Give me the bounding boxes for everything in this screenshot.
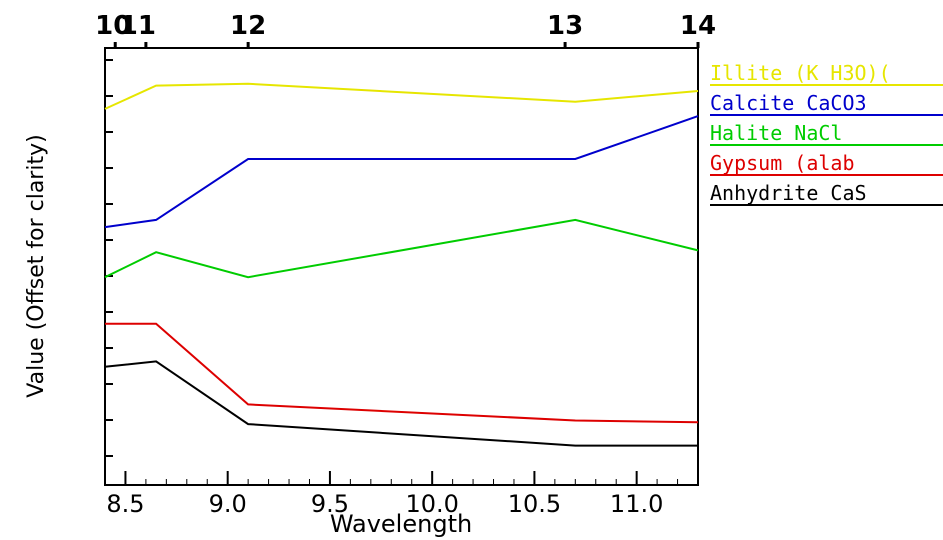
x-tick-label: 8.5 (106, 490, 144, 518)
x-axis-label: Wavelength (330, 510, 472, 538)
top-tick-label: 12 (230, 11, 266, 41)
y-axis-label: Value (Offset for clarity) (24, 134, 49, 397)
legend-entry-label: Calcite CaCO3 (710, 91, 867, 115)
legend-entry-label: Anhydrite CaS (710, 181, 867, 205)
series-line (105, 322, 699, 424)
series-line (104, 218, 699, 279)
top-tick-label: 10 (95, 11, 131, 41)
top-tick-label: 11 (120, 11, 156, 41)
x-tick-label: 9.0 (209, 490, 247, 518)
series-lines (104, 82, 699, 447)
series-line (104, 115, 699, 229)
y-axis-ticks (105, 59, 113, 457)
x-axis: 8.5 9.0 9.5 10.0 10.5 11.0 (106, 471, 679, 518)
x-tick-label: 10.5 (508, 490, 561, 518)
top-tick-label: 14 (680, 11, 716, 41)
x-tick-label: 11.0 (610, 490, 663, 518)
series-line (104, 360, 698, 447)
legend: Illite (K H3O)( Calcite CaCO3 Halite NaCl G… (710, 61, 943, 206)
x-tick-label: 10.0 (405, 490, 458, 518)
legend-entry-label: Illite (K H3O)( (710, 61, 891, 85)
series-line (104, 82, 699, 110)
x-tick-label: 9.5 (311, 490, 349, 518)
plot-frame (104, 47, 699, 486)
top-tick-label: 13 (547, 11, 583, 41)
legend-entry-label: Gypsum (alab (710, 151, 855, 175)
legend-entry-label: Halite NaCl (710, 121, 842, 145)
